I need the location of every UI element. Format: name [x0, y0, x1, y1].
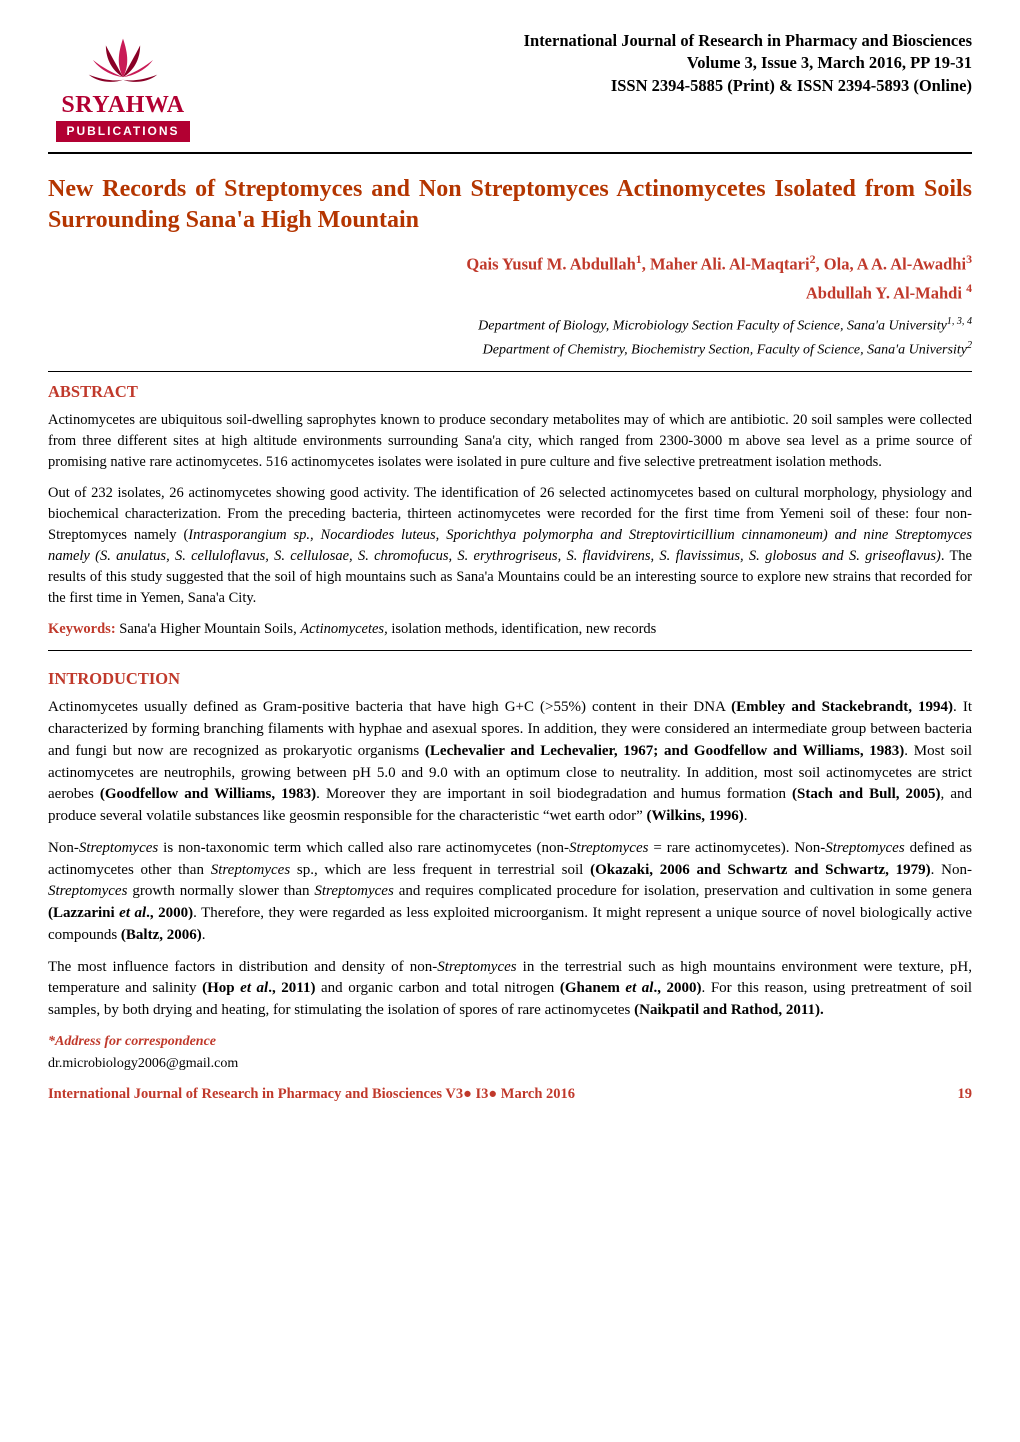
affiliation-2: Department of Chemistry, Biochemistry Se…: [48, 339, 972, 361]
lotus-icon: [79, 30, 167, 90]
abstract-p1: Actinomycetes are ubiquitous soil-dwelli…: [48, 410, 972, 473]
abstract-rule-top: [48, 371, 972, 372]
abstract-p2: Out of 232 isolates, 26 actinomycetes sh…: [48, 483, 972, 609]
keywords-label: Keywords:: [48, 621, 116, 637]
journal-name: International Journal of Research in Pha…: [216, 30, 972, 52]
intro-p1: Actinomycetes usually defined as Gram-po…: [48, 697, 972, 828]
correspondence-label: *Address for correspondence: [48, 1032, 972, 1052]
affiliation-1: Department of Biology, Microbiology Sect…: [48, 315, 972, 337]
abstract-rule-bottom: [48, 650, 972, 651]
authors-line-1: Qais Yusuf M. Abdullah1, Maher Ali. Al-M…: [48, 251, 972, 276]
authors-line-2: Abdullah Y. Al-Mahdi 4: [48, 280, 972, 305]
page-footer: International Journal of Research in Pha…: [48, 1084, 972, 1105]
footer-journal: International Journal of Research in Pha…: [48, 1084, 575, 1105]
introduction-heading: INTRODUCTION: [48, 667, 972, 691]
keywords-text: Sana'a Higher Mountain Soils, Actinomyce…: [116, 621, 657, 637]
logo-text-top: SRYAHWA: [61, 88, 184, 123]
correspondence-email: dr.microbiology2006@gmail.com: [48, 1054, 972, 1074]
intro-p2: Non-Streptomyces is non-taxonomic term w…: [48, 838, 972, 947]
keywords: Keywords: Sana'a Higher Mountain Soils, …: [48, 619, 972, 640]
publisher-logo: SRYAHWA PUBLICATIONS: [48, 30, 198, 142]
journal-info: International Journal of Research in Pha…: [216, 30, 972, 97]
abstract-heading: ABSTRACT: [48, 380, 972, 404]
header-rule: [48, 152, 972, 154]
journal-issue: Volume 3, Issue 3, March 2016, PP 19-31: [216, 52, 972, 74]
footer-page-number: 19: [958, 1084, 973, 1105]
logo-text-bottom: PUBLICATIONS: [56, 121, 189, 142]
journal-issn: ISSN 2394-5885 (Print) & ISSN 2394-5893 …: [216, 75, 972, 97]
intro-p3: The most influence factors in distributi…: [48, 957, 972, 1022]
article-title: New Records of Streptomyces and Non Stre…: [48, 174, 972, 236]
page-header: SRYAHWA PUBLICATIONS International Journ…: [48, 30, 972, 142]
